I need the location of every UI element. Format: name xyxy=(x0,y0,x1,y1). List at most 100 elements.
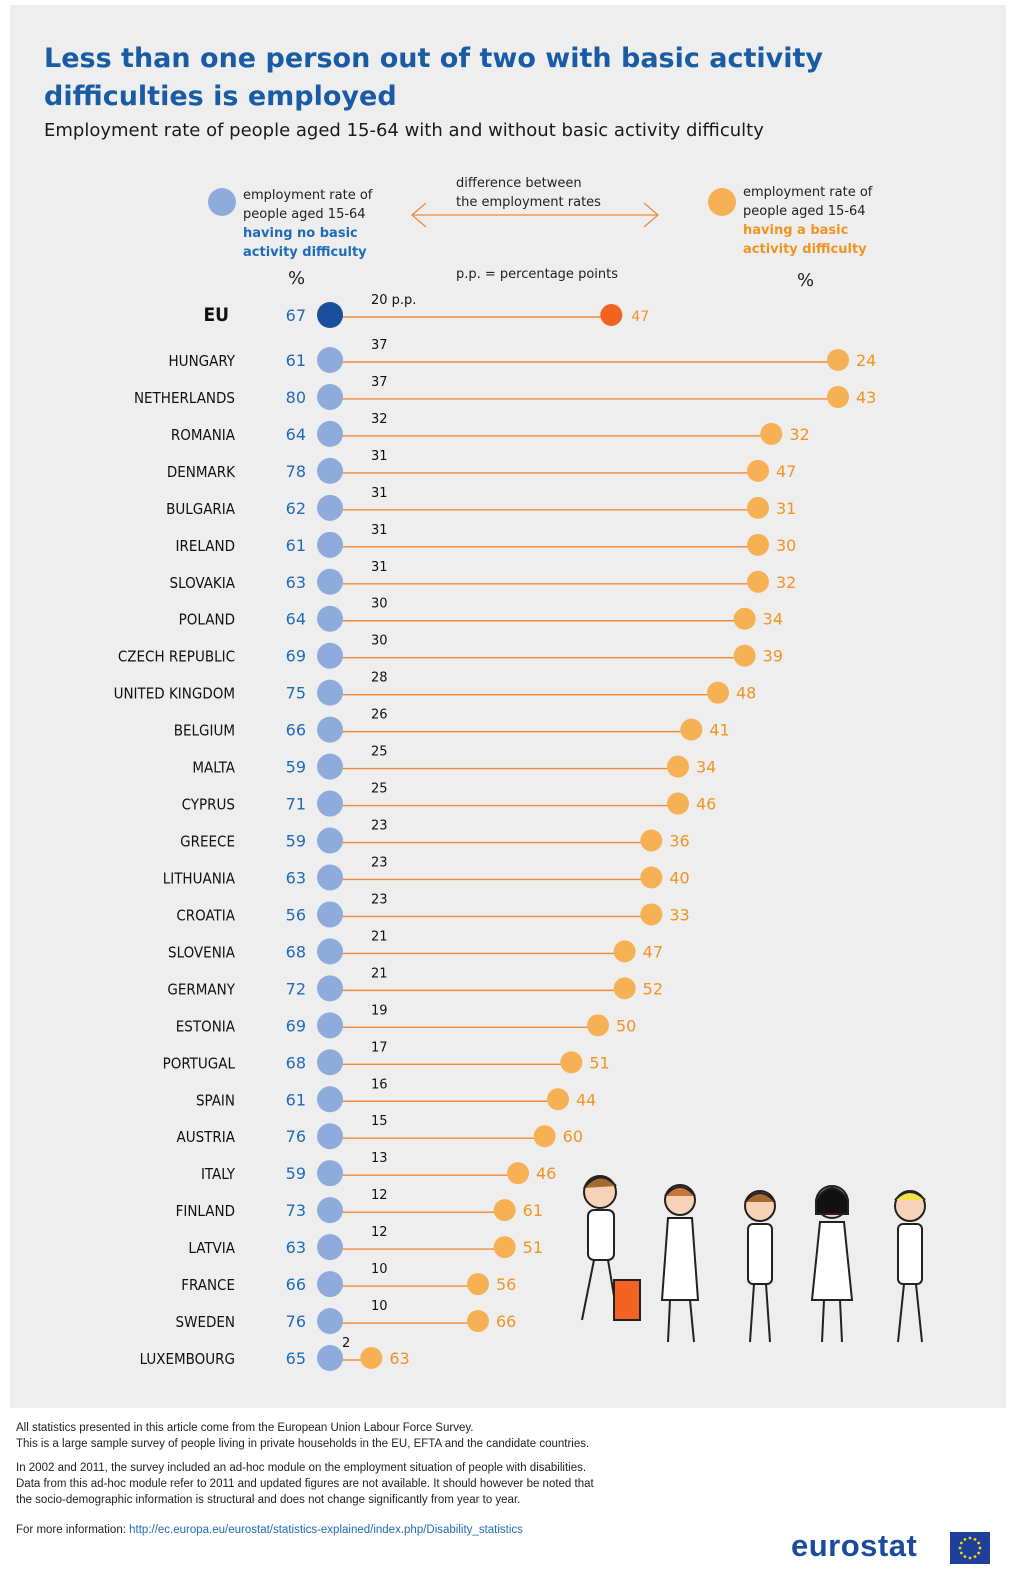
difference-label: 31 xyxy=(371,486,388,501)
footnote-1: All statistics presented in this article… xyxy=(16,1422,474,1434)
country-label: LUXEMBOURG xyxy=(140,1350,235,1368)
value-with: 44 xyxy=(576,1090,596,1109)
value-without: 76 xyxy=(286,1312,306,1331)
dot-with xyxy=(747,533,769,556)
country-label: MALTA xyxy=(192,759,235,777)
value-without: 56 xyxy=(286,905,306,924)
legend-pp-note: p.p. = percentage points xyxy=(456,267,618,282)
country-label: LITHUANIA xyxy=(163,869,236,887)
dot-without xyxy=(317,901,343,928)
value-without: 69 xyxy=(286,1016,306,1035)
dot-with xyxy=(747,496,769,519)
difference-label: 15 xyxy=(371,1114,388,1129)
unit-left: % xyxy=(288,268,306,289)
dot-without xyxy=(317,975,343,1002)
flag-star xyxy=(958,1546,962,1550)
dot-without xyxy=(317,716,343,743)
value-without: 64 xyxy=(286,610,306,629)
value-with: 46 xyxy=(536,1164,556,1183)
value-without: 73 xyxy=(286,1201,306,1220)
dot-with xyxy=(640,829,663,852)
dot-with xyxy=(733,607,756,630)
difference-label: 23 xyxy=(371,855,388,870)
difference-label: 25 xyxy=(371,745,388,760)
flag-star xyxy=(977,1541,981,1545)
value-without: 68 xyxy=(286,942,306,961)
flag-star xyxy=(978,1546,982,1550)
difference-label: 32 xyxy=(371,412,388,427)
difference-label: 17 xyxy=(371,1040,388,1055)
legend-left-text: employment rate of people aged 15-64 hav… xyxy=(243,186,372,262)
country-label: LATVIA xyxy=(188,1239,235,1257)
dot-with xyxy=(760,422,783,445)
dot-without xyxy=(317,302,343,328)
country-label: DENMARK xyxy=(167,463,236,481)
difference-label: 37 xyxy=(371,375,388,390)
value-with: 63 xyxy=(389,1349,409,1368)
legend-right-line2: people aged 15-64 xyxy=(743,204,866,219)
dot-with xyxy=(547,1088,569,1111)
country-label: AUSTRIA xyxy=(177,1128,236,1146)
page-title: Less than one person out of two with bas… xyxy=(44,43,824,112)
difference-label: 30 xyxy=(371,634,388,649)
value-with: 61 xyxy=(523,1201,543,1220)
dot-without xyxy=(317,1345,343,1371)
dot-with xyxy=(587,1014,609,1037)
more-info-link[interactable]: http://ec.europa.eu/eurostat/statistics-… xyxy=(129,1524,523,1536)
footnote-5: the socio-demographic information is str… xyxy=(16,1494,521,1506)
dot-with xyxy=(507,1162,529,1185)
value-without: 59 xyxy=(286,758,306,777)
flag-star xyxy=(968,1536,972,1540)
value-without: 66 xyxy=(286,1275,306,1294)
dot-without xyxy=(317,383,343,410)
country-label: SLOVAKIA xyxy=(170,574,236,592)
dot-without xyxy=(317,1049,343,1076)
country-label: CZECH REPUBLIC xyxy=(118,648,235,666)
country-label: ITALY xyxy=(201,1165,236,1183)
difference-label: 23 xyxy=(371,892,388,907)
dumbbell-chart: EU 67 20 p.p. 47 HUNGARY 61 37 24 NETHERLANDS 80 3… xyxy=(114,293,876,1371)
dot-with xyxy=(560,1051,583,1074)
dot-with xyxy=(640,866,663,889)
difference-label: 25 xyxy=(371,782,388,797)
value-with: 32 xyxy=(776,573,796,592)
value-with: 60 xyxy=(563,1127,583,1146)
value-without: 63 xyxy=(286,1238,306,1257)
value-without: 67 xyxy=(286,306,306,325)
footnotes: All statistics presented in this article… xyxy=(16,1420,676,1508)
value-with: 34 xyxy=(763,610,783,629)
value-with: 43 xyxy=(856,388,876,407)
value-with: 33 xyxy=(669,905,689,924)
dot-with xyxy=(640,903,663,926)
flag-star xyxy=(963,1555,967,1559)
country-label: BULGARIA xyxy=(166,500,236,518)
dot-without xyxy=(317,864,343,891)
legend-mid-text: difference between the employment rates xyxy=(456,174,601,212)
eu-flag-icon xyxy=(950,1532,990,1564)
value-with: 47 xyxy=(643,942,663,961)
dot-without xyxy=(317,494,343,521)
dot-with xyxy=(733,644,756,667)
difference-label: 26 xyxy=(371,708,388,723)
value-without: 75 xyxy=(286,684,306,703)
country-label: ROMANIA xyxy=(171,426,236,444)
flag-star xyxy=(977,1551,981,1555)
value-with: 66 xyxy=(496,1312,516,1331)
dot-with xyxy=(600,304,623,326)
value-with: 51 xyxy=(523,1238,543,1257)
value-without: 80 xyxy=(286,388,306,407)
value-with: 46 xyxy=(696,795,716,814)
dot-with xyxy=(493,1199,516,1222)
legend-mid-line1: difference between xyxy=(456,176,582,191)
dot-without xyxy=(317,1086,343,1113)
value-without: 62 xyxy=(286,499,306,518)
difference-label: 31 xyxy=(371,449,388,464)
difference-label: 12 xyxy=(371,1225,388,1240)
value-with: 36 xyxy=(669,832,689,851)
legend-blue-dot xyxy=(208,188,236,216)
difference-label: 31 xyxy=(371,523,388,538)
difference-label: 12 xyxy=(371,1188,388,1203)
country-label: EU xyxy=(203,304,229,326)
dot-without xyxy=(317,827,343,854)
value-without: 61 xyxy=(286,351,306,370)
